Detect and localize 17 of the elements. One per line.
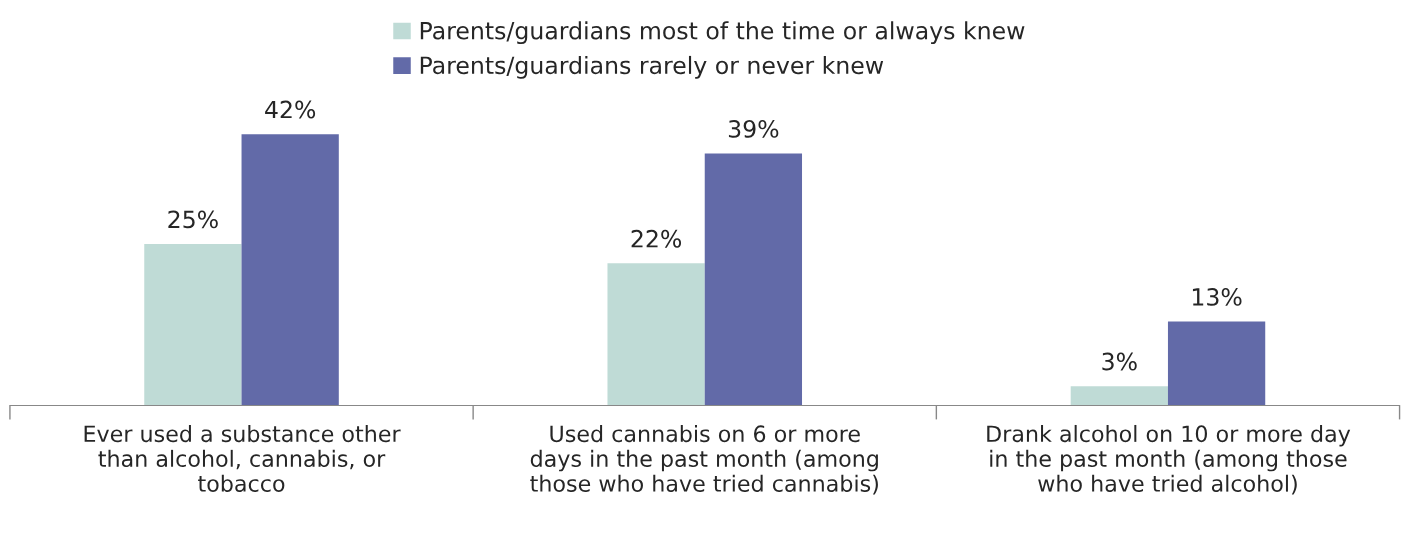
legend-label: Parents/guardians most of the time or always knew — [420, 21, 1025, 45]
data-label: 3% — [1102, 352, 1137, 371]
bar — [704, 153, 803, 406]
data-label: 13% — [1192, 287, 1242, 306]
x-tick-label: Drank alcohol on 10 or more day in the past month (among those who have tried alcohol) — [987, 424, 1351, 495]
x-tick-label: Ever used a substance other than alcohol, cannabis, or tobacco — [84, 424, 401, 492]
bar — [1167, 321, 1266, 406]
data-label: 25% — [168, 210, 218, 229]
bar — [1070, 386, 1168, 406]
legend-label: Parents/guardians rarely or never knew — [420, 55, 884, 79]
x-tick-label: Used cannabis on 6 or more days in the past month (among those who have tried cannabis) — [530, 424, 878, 495]
bar — [241, 134, 339, 406]
data-label: 42% — [265, 100, 316, 119]
bar — [607, 263, 705, 406]
data-label: 39% — [728, 119, 779, 138]
data-label: 22% — [631, 229, 682, 248]
bar — [144, 243, 242, 406]
